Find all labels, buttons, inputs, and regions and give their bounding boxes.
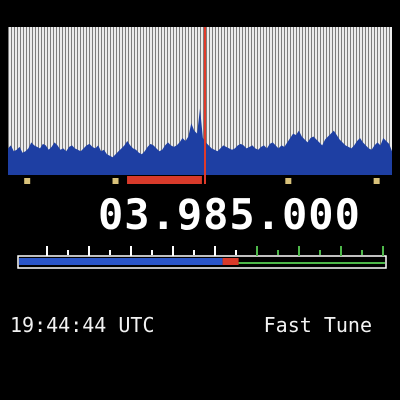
tuning-scale-tick [67,250,69,255]
tuning-scale[interactable] [17,246,387,269]
tuning-scale-ticks [46,246,384,256]
tuning-position-marker [222,258,239,265]
band-marker-dot [285,178,292,184]
frequency-readout[interactable]: 03.985.000 [98,190,361,239]
tuning-scale-tick [256,246,258,256]
band-marker-dot [24,178,31,184]
spectrum-trace [8,108,392,175]
tuning-scale-tick [277,250,279,255]
tuning-scale-tick [340,246,342,256]
tuning-mode-label[interactable]: Fast Tune [263,313,372,337]
tuning-scale-tick [361,250,363,255]
utc-clock: 19:44:44 UTC [10,313,155,337]
tuning-scale-tick [151,250,153,255]
tuning-scale-tick [319,250,321,255]
tuning-scale-tick [88,246,90,256]
tuning-scale-tick [298,246,300,256]
tuning-scale-tick [382,246,384,256]
band-markers [24,178,380,184]
tuning-scale-tick [235,250,237,255]
tuning-scale-tick [214,246,216,256]
tuning-scale-tick [130,246,132,256]
tuning-scale-tick [172,246,174,256]
tuning-scale-left-fill [19,258,223,265]
tuning-scale-tick [193,250,195,255]
band-marker-dot [112,178,119,184]
band-marker-dot [373,178,380,184]
tuning-scale-right-fill [238,262,385,264]
tuning-scale-tick [46,246,48,256]
tuning-scale-frame [17,255,387,269]
passband-indicator [127,176,202,184]
tuning-scale-tick [109,250,111,255]
